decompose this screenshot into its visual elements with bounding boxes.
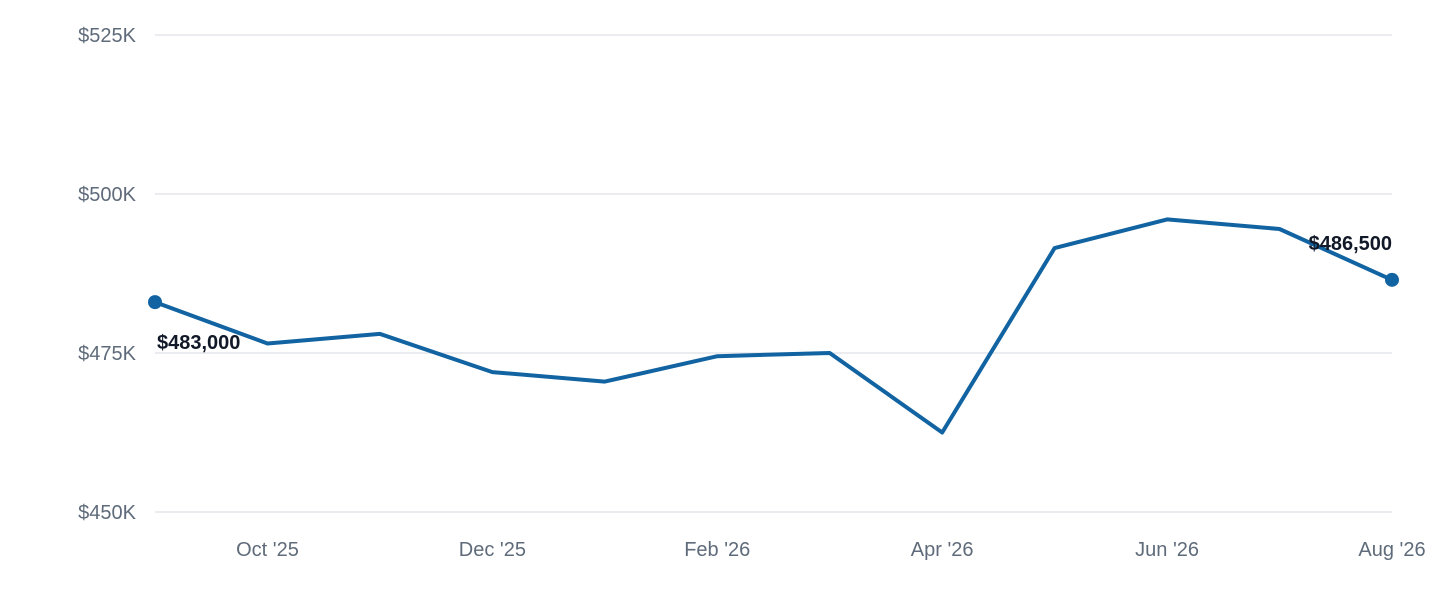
x-tick-label: Apr '26 <box>911 539 974 561</box>
x-tick-label: Oct '25 <box>236 539 299 561</box>
series-line <box>153 217 1394 435</box>
data-point-marker <box>1385 272 1399 287</box>
x-tick-label: Jun '26 <box>1135 539 1199 561</box>
series-layer <box>148 217 1399 435</box>
x-tick-label: Feb '26 <box>684 539 750 561</box>
y-tick-label: $450K <box>78 502 136 524</box>
x-tick-label: Aug '26 <box>1358 539 1425 561</box>
y-tick-label: $475K <box>78 343 136 365</box>
gridlines <box>155 34 1392 513</box>
x-axis-tick-labels: Oct '25 Dec '25 Feb '26 Apr '26 Jun '26 Aug '… <box>236 539 1426 561</box>
data-point-marker <box>148 295 162 310</box>
y-axis-tick-labels: $450K $475K $500K $525K <box>78 25 136 524</box>
data-label: $486,500 <box>1309 233 1392 255</box>
y-tick-label: $525K <box>78 25 136 47</box>
y-tick-label: $500K <box>78 184 136 206</box>
data-labels: $483,000 $486,500 <box>157 233 1392 354</box>
x-tick-label: Dec '25 <box>459 539 526 561</box>
data-label: $483,000 <box>157 332 240 354</box>
